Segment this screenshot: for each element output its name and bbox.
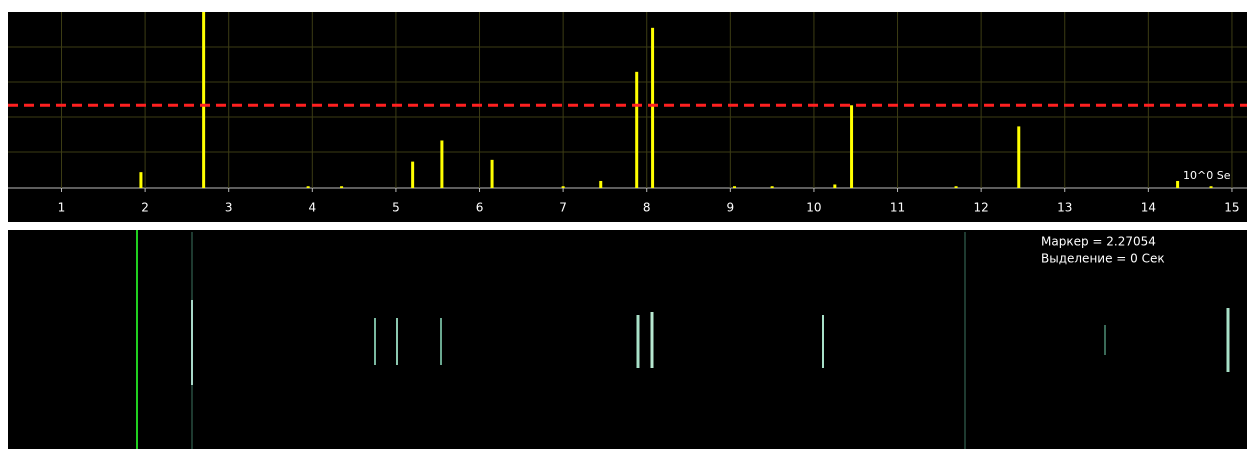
spike [955,186,958,188]
x-tick-label: 6 [476,201,484,215]
x-tick-label: 11 [890,201,905,215]
spike [340,186,343,188]
x-tick-label: 1 [58,201,66,215]
spike [733,186,736,188]
scale-label: 10^0 Se [1183,169,1231,182]
marker-readout: Маркер = 2.27054 [1041,235,1156,249]
x-tick-label: 15 [1224,201,1239,215]
spike [491,160,494,188]
x-tick-label: 4 [308,201,316,215]
spike [635,72,638,188]
selection-readout: Выделение = 0 Сек [1041,252,1165,266]
spike [651,28,654,188]
spike [771,186,774,188]
spike [599,181,602,188]
spike [1210,186,1213,188]
x-tick-label: 2 [141,201,149,215]
spike [440,140,443,188]
x-tick-label: 3 [225,201,233,215]
x-tick-label: 7 [559,201,567,215]
spike [833,184,836,188]
x-tick-label: 5 [392,201,400,215]
x-tick-label: 9 [727,201,735,215]
spike [1176,181,1179,188]
spike [1017,126,1020,188]
page: 12345678910111213141510^0 Se Маркер = 2.… [0,0,1247,449]
spike [139,172,142,188]
spike [850,105,853,188]
x-tick-label: 8 [643,201,651,215]
spike [411,162,414,188]
x-tick-label: 10 [806,201,821,215]
x-tick-label: 14 [1141,201,1156,215]
x-tick-label: 12 [974,201,989,215]
spike [307,186,310,188]
spike [202,12,205,188]
x-tick-label: 13 [1057,201,1072,215]
spike [562,186,565,188]
app-view: 12345678910111213141510^0 Se Маркер = 2.… [0,0,1247,449]
